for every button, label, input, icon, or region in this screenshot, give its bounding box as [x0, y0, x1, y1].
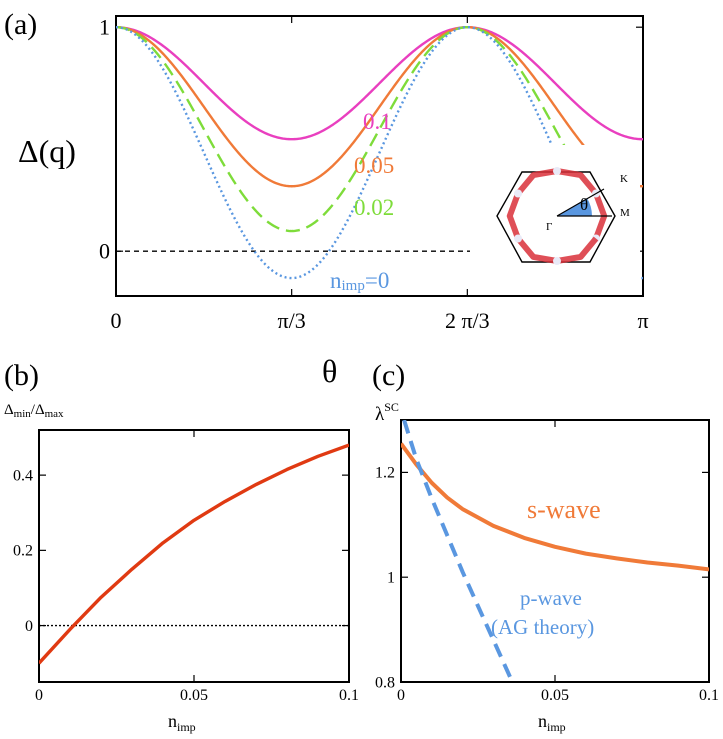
brillouin-zone-hexagon — [496, 171, 616, 263]
x-tick-label: 0 — [35, 687, 43, 704]
panel-a-label: (a) — [4, 8, 37, 41]
panel-a-ticks: 0 π/3 2 π/3 π 0 1 — [99, 14, 649, 333]
panel-a-xlabel: θ — [322, 353, 337, 389]
p-wave-label: p-wave — [520, 586, 582, 610]
k-point-label: K — [620, 173, 628, 185]
y-tick-label: 1.2 — [375, 465, 395, 482]
y-tick-label: 0.4 — [13, 467, 33, 484]
x-tick-label: 2 π/3 — [445, 308, 490, 333]
gamma-k-line — [556, 188, 605, 217]
panel-c-xlabel: nimp — [538, 711, 566, 734]
x-tick-label: π — [637, 308, 648, 333]
y-tick-label: 1 — [387, 569, 395, 586]
panel-c: (c) λSC nimp 0 0.05 0.1 0.8 1 1.2 s-wave p-wa… — [372, 359, 719, 734]
panel-b: (b) Δmin/Δmax nimp 0 0.05 0.1 0 0.2 0.4 — [4, 359, 359, 734]
y-tick-label: 0.8 — [375, 674, 395, 691]
x-tick-label: 0.05 — [541, 687, 569, 704]
x-tick-label: 0.1 — [699, 687, 719, 704]
panel-c-ticks: 0 0.05 0.1 0.8 1 1.2 — [375, 420, 719, 704]
series-line-nimp-0 — [116, 25, 643, 280]
panel-b-ticks: 0 0.05 0.1 0 0.2 0.4 — [13, 430, 359, 704]
y-tick-label: 1 — [99, 14, 110, 39]
panel-b-frame — [38, 429, 350, 683]
panel-a: (a) Δ(q) θ 0 π/3 2 π/3 π 0 1 Γ θ K M 0.1 0.05… — [4, 8, 649, 389]
series-label-0.05: 0.05 — [354, 153, 394, 178]
panel-b-xlabel: nimp — [168, 711, 196, 734]
x-tick-label: 0.1 — [339, 687, 359, 704]
gap-node — [514, 234, 523, 243]
theta-inset-label: θ — [580, 195, 588, 214]
series-line-0.02 — [116, 25, 643, 233]
s-wave-curve — [401, 442, 709, 572]
series-label-nimp-0: nimp=0 — [330, 268, 389, 294]
gap-ring — [506, 167, 608, 265]
p-wave-theory-label: (AG theory) — [491, 615, 594, 639]
series-label-0.02: 0.02 — [354, 195, 394, 220]
y-tick-label: 0.2 — [13, 543, 33, 560]
gap-lobe — [556, 168, 599, 196]
x-tick-label: 0 — [111, 308, 122, 333]
brillouin-zone-inset: Γ θ K M — [470, 145, 640, 295]
panel-a-ylabel: Δ(q) — [18, 133, 76, 169]
panel-c-curves — [401, 420, 709, 682]
gap-node — [553, 167, 561, 175]
x-tick-label: 0 — [397, 687, 405, 704]
panel-a-curves — [116, 25, 643, 280]
ratio-curve — [39, 443, 349, 665]
gamma-label: Γ — [546, 221, 552, 233]
panel-b-ylabel: Δmin/Δmax — [4, 402, 64, 420]
x-tick-label: π/3 — [278, 308, 306, 333]
gap-lobe — [515, 236, 558, 264]
panel-c-ylabel: λSC — [375, 400, 399, 425]
gap-lobe — [506, 192, 521, 240]
y-tick-label: 0 — [99, 238, 110, 263]
panel-c-frame — [400, 419, 710, 683]
s-wave-label: s-wave — [527, 495, 601, 524]
gap-lobe — [515, 168, 558, 196]
panel-b-curves — [39, 443, 349, 665]
p-wave-curve — [402, 420, 515, 682]
series-line-0.1 — [116, 25, 643, 141]
gap-node — [553, 257, 561, 265]
x-tick-label: 0.05 — [180, 687, 208, 704]
series-line-0.05 — [116, 25, 643, 188]
gap-lobe — [556, 236, 599, 264]
y-tick-label: 0 — [25, 618, 33, 635]
panel-c-label: (c) — [372, 359, 405, 392]
gap-node — [514, 189, 523, 198]
m-point-label: M — [620, 207, 630, 219]
panel-b-label: (b) — [4, 359, 39, 392]
inset-background — [470, 145, 640, 295]
panel-a-frame — [115, 15, 644, 297]
series-label-0.1: 0.1 — [363, 109, 392, 134]
